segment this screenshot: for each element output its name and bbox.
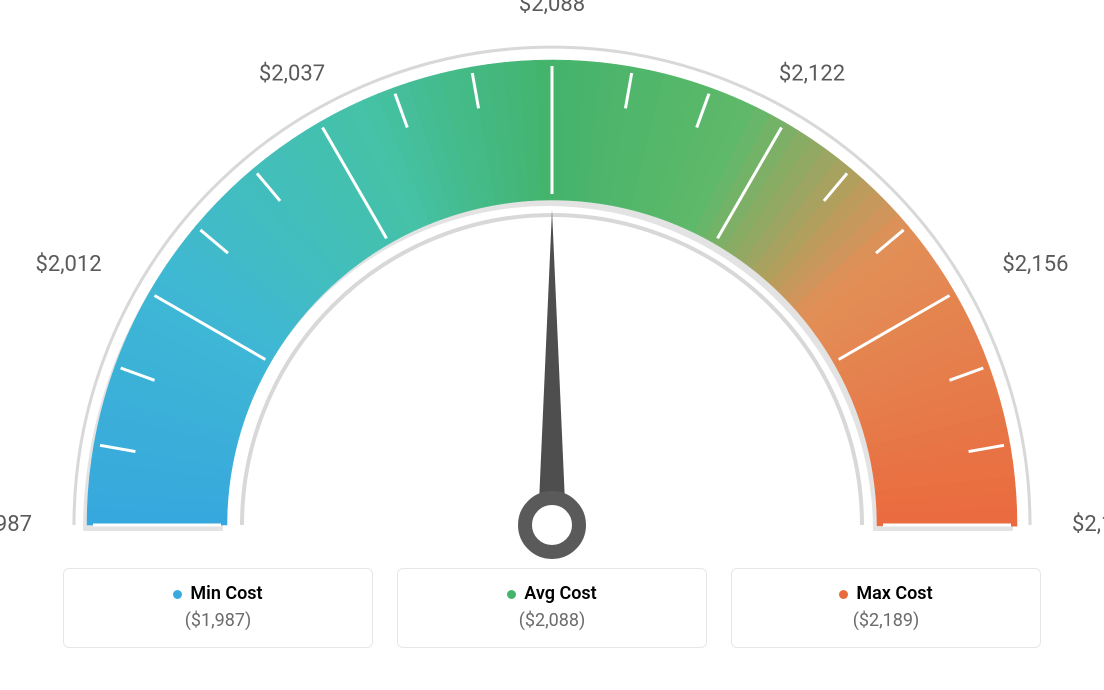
- gauge-tick-label: $2,088: [519, 0, 585, 17]
- legend-card-avg: Avg Cost ($2,088): [397, 568, 707, 648]
- gauge-tick-label: $2,037: [259, 62, 325, 87]
- legend-min-label: Min Cost: [190, 583, 262, 604]
- legend-min-value: ($1,987): [82, 610, 354, 631]
- legend-min-title: Min Cost: [82, 583, 354, 604]
- legend-avg-title: Avg Cost: [416, 583, 688, 604]
- legend-card-min: Min Cost ($1,987): [63, 568, 373, 648]
- gauge-tick-label: $2,189: [1072, 512, 1104, 537]
- gauge-tick-label: $2,122: [779, 62, 845, 87]
- gauge-tick-label: $2,156: [1002, 252, 1068, 277]
- dot-icon: [173, 590, 182, 599]
- dot-icon: [507, 590, 516, 599]
- legend-avg-label: Avg Cost: [524, 583, 596, 604]
- dot-icon: [839, 590, 848, 599]
- legend-row: Min Cost ($1,987) Avg Cost ($2,088) Max …: [0, 568, 1104, 648]
- legend-card-max: Max Cost ($2,189): [731, 568, 1041, 648]
- legend-max-title: Max Cost: [750, 583, 1022, 604]
- legend-max-value: ($2,189): [750, 610, 1022, 631]
- legend-avg-value: ($2,088): [416, 610, 688, 631]
- gauge-tick-label: $1,987: [0, 512, 32, 537]
- gauge-chart: $1,987 $2,012 $2,037 $2,088 $2,122 $2,156 $2,1…: [0, 0, 1104, 560]
- legend-max-label: Max Cost: [856, 583, 932, 604]
- gauge-tick-label: $2,012: [36, 252, 102, 277]
